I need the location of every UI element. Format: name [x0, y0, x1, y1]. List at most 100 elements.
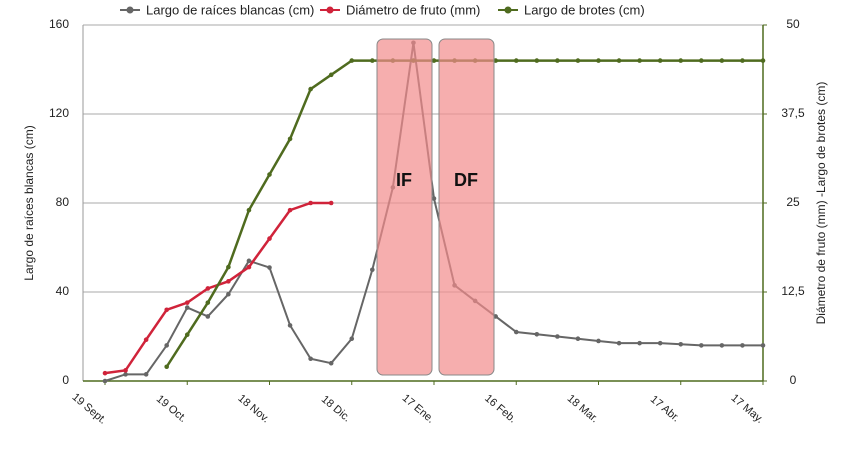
y-tick-label: 0	[62, 373, 69, 387]
x-tick-label: 18 Dic.	[319, 393, 353, 424]
point	[719, 58, 725, 63]
point	[370, 58, 375, 63]
point	[555, 334, 560, 339]
point	[493, 314, 498, 319]
point	[226, 264, 231, 270]
point	[267, 265, 272, 270]
point	[308, 86, 313, 92]
x-tick-label: 17 Ene.	[400, 392, 437, 426]
point	[534, 331, 540, 337]
period-box	[438, 38, 495, 376]
x-tick-label: 18 Nov.	[235, 392, 271, 425]
point	[123, 372, 128, 377]
point	[246, 264, 252, 270]
x-tick-label: 19 Oct.	[154, 393, 189, 425]
point	[164, 307, 169, 313]
legend-marker	[326, 6, 334, 14]
y-axis-title: Largo de raíces blancas (cm)	[22, 125, 36, 280]
point	[102, 378, 108, 384]
point	[205, 286, 211, 291]
y2-tick-label: 25	[786, 195, 800, 209]
y2-tick-label: 0	[790, 373, 797, 387]
point	[760, 343, 766, 348]
point	[143, 337, 149, 343]
point	[616, 340, 622, 346]
point	[205, 300, 211, 305]
point	[102, 370, 108, 376]
point	[184, 300, 190, 305]
point	[637, 340, 642, 346]
series-line	[104, 201, 332, 375]
x-tick-label: 18 Mar.	[565, 393, 601, 426]
point	[164, 343, 169, 348]
y-tick-label: 80	[56, 195, 70, 209]
point	[657, 58, 663, 63]
point	[678, 341, 684, 347]
legend-label: Largo de brotes (cm)	[524, 2, 645, 17]
point	[575, 58, 581, 63]
point	[596, 338, 601, 344]
y-tick-label: 120	[49, 106, 69, 120]
point	[328, 360, 334, 366]
point	[267, 172, 272, 177]
point	[308, 356, 313, 362]
point	[699, 58, 704, 63]
point	[184, 305, 190, 310]
point	[513, 58, 519, 63]
period-box	[376, 38, 433, 376]
point	[740, 58, 745, 63]
legend-marker	[504, 6, 512, 14]
legend: Largo de raíces blancas (cm) Diámetro de …	[120, 2, 645, 17]
point	[575, 336, 581, 342]
x-tick-label: 17 Abr.	[648, 393, 682, 424]
y2-axis-title: Diámetro de fruto (mm) -Largo de brotes …	[814, 82, 828, 325]
x-tick-label: 17 May.	[729, 392, 766, 426]
point	[226, 291, 231, 297]
point	[431, 58, 437, 63]
y-tick-label: 160	[49, 17, 69, 31]
point	[370, 267, 375, 273]
annotations: IF DF	[376, 38, 495, 376]
point	[246, 258, 252, 264]
annotation: IF	[396, 170, 412, 190]
point	[267, 236, 272, 241]
point	[678, 58, 684, 63]
point	[513, 329, 519, 335]
point	[719, 343, 725, 348]
point	[493, 58, 498, 63]
y2-tick-label: 37,5	[781, 106, 805, 120]
point	[287, 323, 293, 328]
point	[760, 58, 766, 63]
x-tick-label: 19 Sept.	[70, 391, 109, 427]
y-tick-label: 40	[56, 284, 70, 298]
point	[637, 58, 642, 63]
point	[184, 332, 190, 338]
point	[616, 58, 622, 63]
point	[534, 58, 540, 63]
point	[349, 336, 355, 342]
point	[287, 136, 293, 142]
point	[555, 58, 560, 63]
point	[657, 340, 663, 346]
y2-tick-label: 50	[786, 17, 800, 31]
point	[246, 207, 252, 213]
point	[308, 200, 313, 206]
point	[123, 368, 128, 373]
legend-label: Largo de raíces blancas (cm)	[146, 2, 314, 17]
legend-label: Diámetro de fruto (mm)	[346, 2, 480, 17]
point	[328, 72, 334, 78]
point	[349, 58, 355, 63]
point	[740, 343, 745, 348]
annotation: DF	[454, 170, 478, 190]
point	[164, 364, 169, 370]
series-line	[104, 42, 763, 382]
point	[226, 279, 231, 284]
point	[287, 207, 293, 213]
y2-tick-label: 12,5	[781, 284, 805, 298]
point	[205, 314, 211, 319]
x-tick-label: 16 Feb.	[482, 392, 518, 425]
point	[596, 58, 601, 63]
series-layer	[102, 40, 766, 384]
point	[431, 196, 437, 201]
